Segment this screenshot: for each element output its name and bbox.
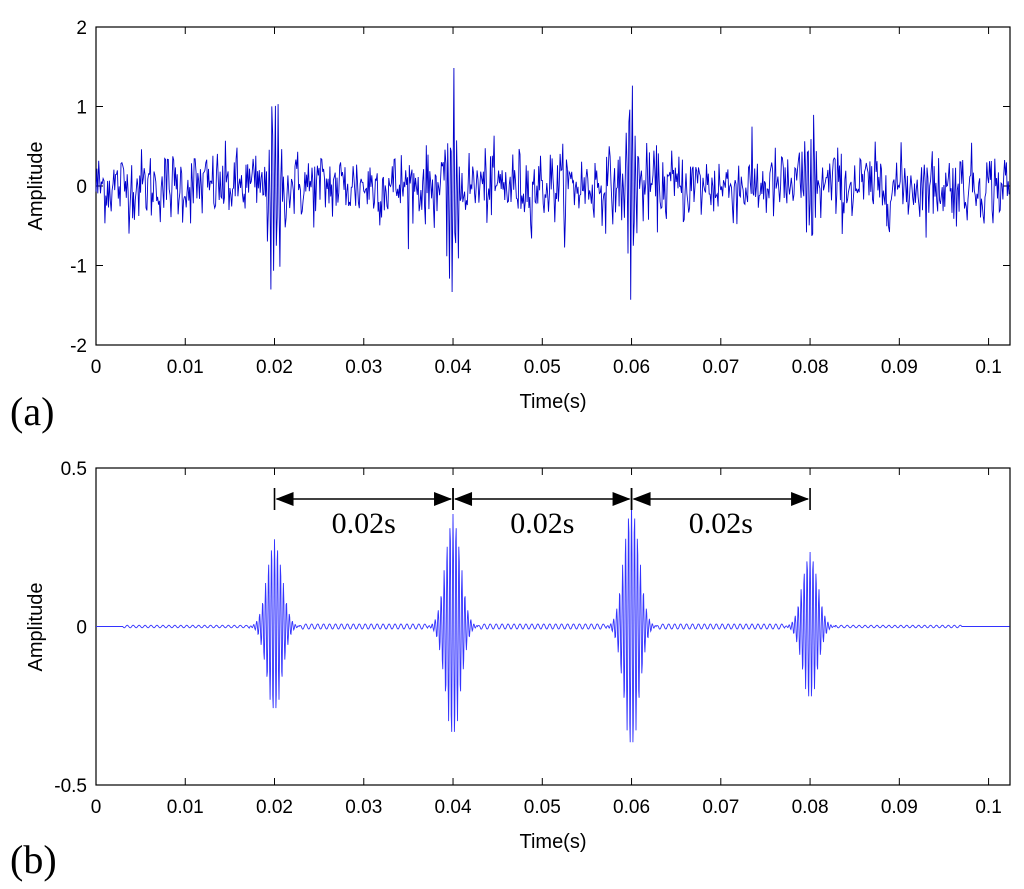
chart-a-frame bbox=[95, 26, 1011, 346]
chart-b-ytick-label: 0 bbox=[76, 618, 87, 639]
chart-a: 0 0.01 0.02 0.03 0.04 0.05 0.06 0.07 0.08 0.09 0.1… bbox=[10, 18, 1011, 434]
chart-b-ytick-label: -0.5 bbox=[54, 776, 87, 797]
chart-a-xtick-label: 0.06 bbox=[613, 357, 650, 378]
chart-a-xtick-label: 0.02 bbox=[256, 357, 293, 378]
chart-b-signal-line bbox=[96, 502, 1010, 743]
annotation-arrowhead-right bbox=[791, 492, 810, 506]
chart-a-xtick-label: 0 bbox=[91, 357, 102, 378]
chart-b-xtick-label: 0.09 bbox=[881, 797, 918, 818]
chart-b-annotations: 0.02s 0.02s 0.02s bbox=[273, 488, 811, 540]
chart-b-xtick-label: 0.07 bbox=[702, 797, 739, 818]
chart-a-ticks: 0 0.01 0.02 0.03 0.04 0.05 0.06 0.07 0.08 0.09 0.1… bbox=[70, 18, 1010, 378]
annotation-label: 0.02s bbox=[689, 507, 753, 540]
chart-b-xtick-label: 0.05 bbox=[524, 797, 561, 818]
annotation-arrowhead-right bbox=[434, 492, 453, 506]
annotation-label: 0.02s bbox=[332, 507, 396, 540]
chart-b-ylabel: Amplitude bbox=[25, 583, 47, 672]
chart-a-xtick-label: 0.03 bbox=[345, 357, 382, 378]
chart-b-xtick-label: 0.03 bbox=[345, 797, 382, 818]
chart-b-panel-label: (b) bbox=[10, 837, 57, 882]
chart-b-xtick-label: 0.08 bbox=[792, 797, 829, 818]
chart-a-xtick-label: 0.07 bbox=[702, 357, 739, 378]
chart-a-ytick-label: -1 bbox=[70, 257, 87, 278]
chart-a-ytick-label: 1 bbox=[76, 98, 87, 119]
annotation-arrowhead-left bbox=[275, 492, 294, 506]
chart-b-xtick-label: 0.01 bbox=[167, 797, 204, 818]
chart-b-xtick-label: 0.02 bbox=[256, 797, 293, 818]
annotation-arrowhead-left bbox=[454, 492, 473, 506]
chart-a-xlabel: Time(s) bbox=[519, 391, 586, 413]
chart-b-xtick-label: 0.06 bbox=[613, 797, 650, 818]
chart-b-ticks: 0 0.01 0.02 0.03 0.04 0.05 0.06 0.07 0.08 0.09 0.1… bbox=[54, 459, 1010, 818]
annotation-label: 0.02s bbox=[510, 507, 574, 540]
chart-a-signal-line bbox=[95, 67, 1010, 300]
chart-b-xlabel: Time(s) bbox=[519, 831, 586, 853]
chart-a-xtick-label: 0.04 bbox=[435, 357, 472, 378]
chart-a-xtick-label: 0.01 bbox=[167, 357, 204, 378]
chart-a-ytick-label: 2 bbox=[76, 18, 87, 39]
chart-a-ytick-label: 0 bbox=[76, 177, 87, 198]
chart-a-xtick-label: 0.1 bbox=[975, 357, 1001, 378]
annotation-arrowhead-left bbox=[632, 492, 651, 506]
chart-a-xtick-label: 0.05 bbox=[524, 357, 561, 378]
chart-b: 0 0.01 0.02 0.03 0.04 0.05 0.06 0.07 0.08 0.09 0.1… bbox=[10, 459, 1011, 882]
annotation-arrowhead-right bbox=[612, 492, 631, 506]
chart-b-ytick-label: 0.5 bbox=[61, 459, 87, 480]
chart-b-xtick-label: 0.04 bbox=[435, 797, 472, 818]
chart-a-xtick-label: 0.09 bbox=[881, 357, 918, 378]
chart-b-xtick-label: 0.1 bbox=[975, 797, 1001, 818]
chart-a-xtick-label: 0.08 bbox=[792, 357, 829, 378]
chart-a-panel-label: (a) bbox=[10, 389, 54, 434]
chart-a-ytick-label: -2 bbox=[70, 336, 87, 357]
chart-a-ylabel: Amplitude bbox=[25, 142, 47, 231]
chart-b-xtick-label: 0 bbox=[91, 797, 102, 818]
